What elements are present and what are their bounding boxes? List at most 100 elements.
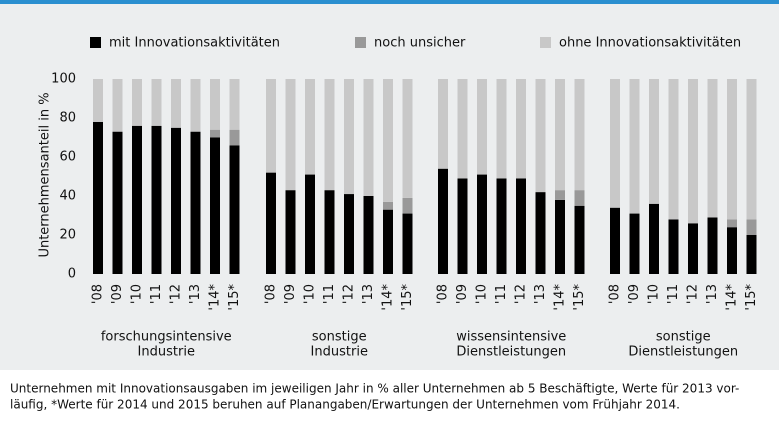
group-label: forschungsintensive <box>101 330 232 345</box>
x-tick-label: '08 <box>264 284 279 304</box>
legend-label: ohne Innovationsaktivitäten <box>559 36 741 51</box>
bar-segment <box>746 235 757 274</box>
x-tick-label: '09 <box>110 284 125 304</box>
bar-segment <box>574 205 585 274</box>
bar-segment <box>210 137 220 274</box>
bar-segment <box>574 79 585 191</box>
bar-segment <box>112 131 123 274</box>
bar-segment <box>610 79 620 208</box>
x-tick-label: '10 <box>130 284 145 304</box>
bar-segment <box>496 79 507 179</box>
group-label: Dienstleistungen <box>628 345 738 360</box>
y-tick-label: 20 <box>59 228 76 243</box>
bar-segment <box>171 79 181 128</box>
x-tick-label: '11 <box>494 284 509 304</box>
bar-segment <box>210 79 220 130</box>
bar-segment <box>266 172 276 274</box>
x-tick-label: '14* <box>725 284 740 311</box>
bar-segment <box>402 213 413 274</box>
bar-segment <box>668 79 679 220</box>
bar-segment <box>555 190 565 200</box>
x-tick-label: '08 <box>436 284 451 304</box>
x-tick-label: '15* <box>227 284 242 311</box>
bar-segment <box>344 79 354 195</box>
group-label: Industrie <box>311 345 368 360</box>
bar-segment <box>457 79 468 179</box>
group-label: Dienstleistungen <box>456 345 566 360</box>
bar-segment <box>266 79 276 173</box>
bar-segment <box>344 194 354 274</box>
x-tick-label: '11 <box>149 284 164 304</box>
x-tick-label: '12 <box>686 284 701 304</box>
bar-segment <box>535 79 546 193</box>
legend-swatch <box>90 37 101 48</box>
bar-segment <box>93 121 103 275</box>
bar-segment <box>285 190 296 274</box>
bar-segment <box>285 79 296 191</box>
bar-segment <box>649 203 659 274</box>
bar-segment <box>210 129 220 138</box>
bar-segment <box>688 79 698 224</box>
y-tick-label: 40 <box>59 189 76 204</box>
bar-segment <box>229 145 240 274</box>
x-tick-label: '14* <box>208 284 223 311</box>
bar-segment <box>402 197 413 214</box>
y-tick-label: 0 <box>68 267 76 282</box>
x-tick-label: '14* <box>553 284 568 311</box>
bar-segment <box>229 79 240 130</box>
y-axis-label: Unternehmensanteil in % <box>38 92 53 257</box>
bar-segment <box>363 196 374 274</box>
bar-segment <box>555 79 565 191</box>
bar-segment <box>629 79 640 214</box>
bar-segment <box>477 79 487 175</box>
x-tick-label: '09 <box>627 284 642 304</box>
bar-segment <box>305 79 315 175</box>
bar-segment <box>516 79 526 179</box>
bar-segment <box>574 190 585 206</box>
bar-segment <box>190 131 201 274</box>
x-tick-label: '15* <box>400 284 415 311</box>
bar-segment <box>746 219 757 235</box>
x-tick-label: '10 <box>647 284 662 304</box>
x-tick-label: '08 <box>91 284 106 304</box>
top-rule <box>0 0 779 4</box>
x-tick-label: '15* <box>744 284 759 311</box>
bar-segment <box>727 227 737 274</box>
bar-segment <box>383 201 393 210</box>
bar-segment <box>383 79 393 202</box>
bar-segment <box>324 190 335 274</box>
caption-line: läufig, *Werte für 2014 und 2015 beruhen… <box>10 398 680 412</box>
bar-segment <box>151 125 162 274</box>
bar-segment <box>649 79 659 204</box>
bar-segment <box>555 199 565 274</box>
caption-line: Unternehmen mit Innovationsausgaben im j… <box>10 382 739 396</box>
bar-segment <box>727 219 737 228</box>
bar-segment <box>688 223 698 274</box>
bar-segment <box>171 127 181 274</box>
y-tick-label: 80 <box>59 111 76 126</box>
bar-segment <box>746 79 757 220</box>
x-tick-label: '08 <box>608 284 623 304</box>
bar-segment <box>305 174 315 274</box>
legend-label: mit Innovationsaktivitäten <box>109 36 280 51</box>
legend-swatch <box>355 37 366 48</box>
bar-segment <box>151 79 162 126</box>
bar-segment <box>438 168 448 274</box>
bar-segment <box>324 79 335 191</box>
x-tick-label: '09 <box>455 284 470 304</box>
bar-segment <box>477 174 487 274</box>
bar-segment <box>438 79 448 169</box>
bar-segment <box>496 178 507 274</box>
bar-segment <box>668 219 679 274</box>
bar-segment <box>383 209 393 274</box>
y-tick-label: 60 <box>59 150 76 165</box>
x-tick-label: '11 <box>322 284 337 304</box>
bar-segment <box>190 79 201 132</box>
x-tick-label: '10 <box>475 284 490 304</box>
x-tick-label: '10 <box>303 284 318 304</box>
x-tick-label: '13 <box>361 284 376 304</box>
bar-segment <box>516 178 526 274</box>
x-tick-label: '13 <box>705 284 720 304</box>
bar-segment <box>132 79 142 126</box>
bar-segment <box>629 213 640 274</box>
